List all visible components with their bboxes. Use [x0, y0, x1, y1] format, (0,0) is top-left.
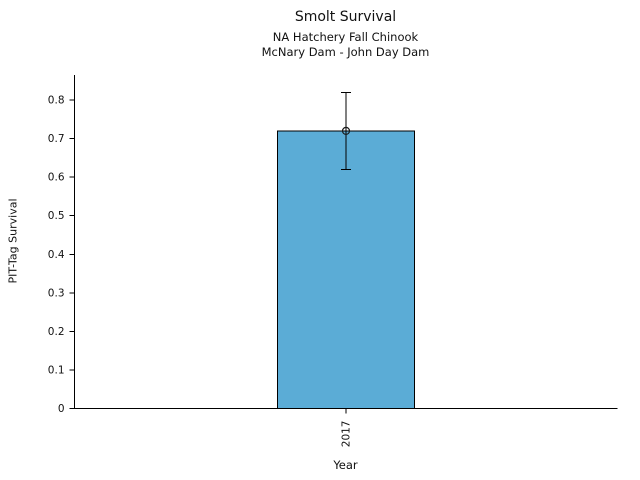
- x-axis-label: Year: [333, 458, 358, 472]
- y-tick-label: 0.5: [48, 210, 65, 222]
- chart-subtitle-line1: NA Hatchery Fall Chinook: [272, 30, 419, 44]
- x-tick-label: 2017: [341, 421, 353, 448]
- y-tick-label: 0.6: [48, 172, 65, 184]
- y-tick-label: 0.7: [48, 133, 65, 145]
- y-tick-label: 0.3: [48, 287, 65, 299]
- chart-title: Smolt Survival: [294, 9, 397, 25]
- y-tick-label: 0.8: [48, 95, 65, 107]
- y-tick-label: 0: [58, 403, 65, 415]
- y-tick-label: 0.2: [48, 326, 65, 338]
- data-point-marker: [341, 126, 351, 136]
- y-tick-label: 0.4: [48, 249, 65, 261]
- y-tick-label: 0.1: [48, 364, 65, 376]
- chart-subtitle-line2: McNary Dam - John Day Dam: [261, 45, 430, 59]
- bar: [277, 130, 415, 409]
